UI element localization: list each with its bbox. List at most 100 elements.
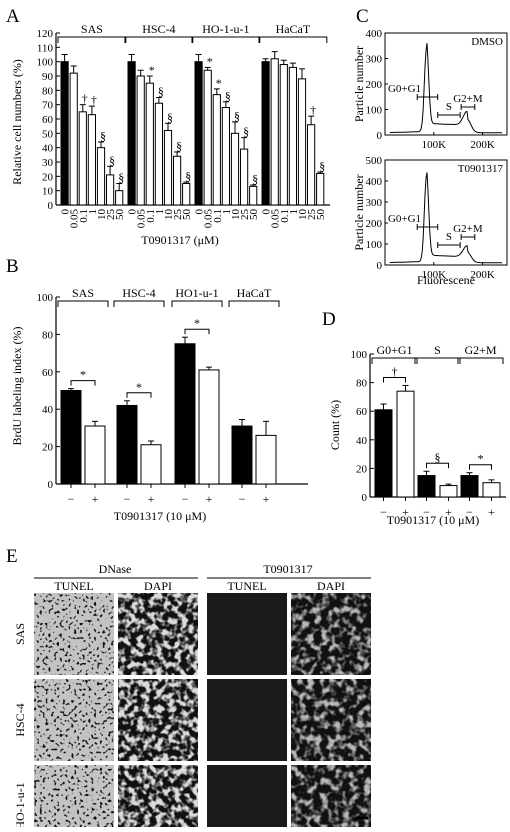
significance-mark: § xyxy=(252,172,258,186)
bar xyxy=(230,132,240,206)
group-label: HO-1-u-1 xyxy=(202,22,249,36)
significance-mark: § xyxy=(176,139,182,153)
significance-mark: § xyxy=(109,153,115,167)
bar xyxy=(182,183,191,206)
column-header: DAPI xyxy=(144,579,172,593)
group-label: HO1-u-1 xyxy=(175,286,218,300)
nuclei-texture xyxy=(118,593,198,675)
group-bracket xyxy=(258,36,328,43)
significance-mark: * xyxy=(207,54,213,68)
y-tick-label: 300 xyxy=(366,54,383,66)
chart-b: BrdU labeling index (%) T0901317 (10 μM)… xyxy=(10,286,308,523)
chart-b-ylabel: BrdU labeling index (%) xyxy=(10,327,24,446)
y-tick-label: 60 xyxy=(42,114,54,126)
x-tick-label: 0 xyxy=(261,209,273,215)
x-tick-label: 25 xyxy=(105,209,117,221)
significance-mark: § xyxy=(100,129,106,143)
comparison-bracket xyxy=(383,376,406,383)
micrograph xyxy=(207,593,287,675)
y-tick-label: 40 xyxy=(42,143,54,155)
y-tick-label: 0 xyxy=(377,260,383,272)
comparison-bracket xyxy=(469,464,492,470)
bar xyxy=(173,155,182,206)
plot-frame xyxy=(384,159,508,266)
bar xyxy=(106,174,115,206)
nuclei-texture xyxy=(118,679,198,761)
panel-label-d: D xyxy=(322,309,336,330)
y-tick-label: 80 xyxy=(356,378,368,390)
y-tick-label: 90 xyxy=(42,71,54,83)
y-tick-label: 400 xyxy=(366,28,383,40)
y-tick-label: 10 xyxy=(42,186,54,198)
chart-b-xlabel: T0901317 (10 μM) xyxy=(114,509,206,523)
bar xyxy=(136,75,145,206)
x-tick-label: − xyxy=(239,492,246,506)
bar xyxy=(212,94,221,206)
x-tick-label: − xyxy=(423,505,430,519)
significance-mark: § xyxy=(167,110,173,124)
group-header: T0901317 xyxy=(263,562,312,576)
x-tick-label: 1 xyxy=(288,209,300,215)
significance-mark: † xyxy=(310,103,316,117)
significance-mark: § xyxy=(118,171,124,185)
y-tick-label: 400 xyxy=(366,176,383,188)
x-tick-label: 50 xyxy=(315,209,327,221)
histogram-line xyxy=(389,172,503,264)
bar xyxy=(460,475,479,498)
group-label: HSC-4 xyxy=(142,22,175,36)
x-tick-label: 200K xyxy=(470,269,495,281)
bar xyxy=(203,69,212,206)
x-tick-label: 100K xyxy=(422,269,447,281)
group-bracket xyxy=(414,357,461,364)
x-tick-label: + xyxy=(488,505,495,519)
bar xyxy=(316,172,325,206)
gate-label: G0+G1 xyxy=(388,83,421,95)
y-tick-label: 100 xyxy=(351,349,368,361)
group-bracket xyxy=(57,36,127,43)
bar xyxy=(279,64,288,206)
significance-mark: † xyxy=(91,93,97,107)
bar xyxy=(240,148,249,206)
group-bracket xyxy=(124,36,194,43)
y-tick-label: 500 xyxy=(366,155,383,167)
x-tick-label: 1 xyxy=(221,209,233,215)
significance-mark: * xyxy=(478,452,484,466)
panel-label-b: B xyxy=(6,256,19,277)
y-tick-label: 100 xyxy=(366,105,383,117)
panel-label-a: A xyxy=(6,6,20,27)
x-tick-label: + xyxy=(445,505,452,519)
column-header: DAPI xyxy=(317,579,345,593)
group-label: G0+G1 xyxy=(376,343,412,357)
bar xyxy=(154,102,164,206)
nuclei-texture xyxy=(118,765,198,832)
chart-d-xlabel: T0901317 (10 μM) xyxy=(387,513,479,527)
x-tick-label: 0.1 xyxy=(279,209,291,223)
y-tick-label: 100 xyxy=(37,292,54,304)
gate-label: G0+G1 xyxy=(388,213,421,225)
panel-label-e: E xyxy=(6,546,18,567)
significance-mark: * xyxy=(194,316,200,330)
panel-e: DNase T0901317 TUNEL DAPI TUNEL DAPI SAS HSC-4 H… xyxy=(13,562,371,832)
x-tick-label: 0 xyxy=(194,209,206,215)
bar xyxy=(194,61,203,206)
significance-mark: † xyxy=(392,364,398,378)
gate-label: G2+M xyxy=(453,223,483,235)
y-tick-label: 60 xyxy=(356,406,368,418)
x-tick-label: 25 xyxy=(239,209,251,221)
x-tick-label: + xyxy=(206,492,213,506)
bar xyxy=(288,66,297,206)
significance-mark: § xyxy=(435,450,441,464)
bar xyxy=(84,425,106,485)
group-label: SAS xyxy=(81,22,103,36)
significance-mark: * xyxy=(216,76,222,90)
y-tick-label: 300 xyxy=(366,197,383,209)
x-tick-label: − xyxy=(466,505,473,519)
group-label: HaCaT xyxy=(237,286,272,300)
x-tick-label: 0.05 xyxy=(203,209,215,229)
bar xyxy=(163,129,173,206)
x-tick-label: 50 xyxy=(248,209,260,221)
x-tick-label: 10 xyxy=(96,209,108,221)
bar xyxy=(60,390,82,485)
gate-label: S xyxy=(446,231,452,243)
bar xyxy=(255,434,277,485)
